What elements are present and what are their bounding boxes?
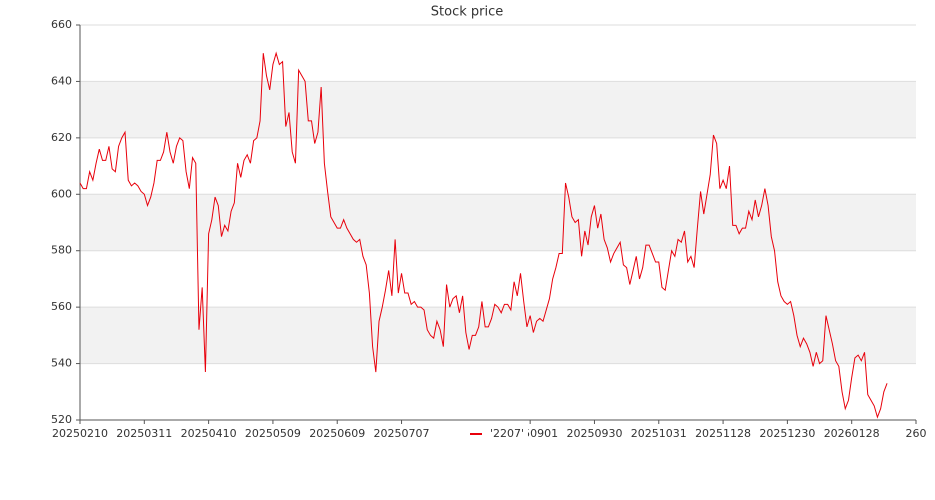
line [79, 51, 888, 419]
y-tick-label: 640 [51, 74, 72, 87]
legend-label: '2207' [490, 427, 524, 440]
x-tick-label: 20250410 [181, 427, 237, 440]
x-tick-label: 20260128 [824, 427, 880, 440]
y-tick-label: 520 [51, 413, 72, 426]
x-tick-label: 20250311 [116, 427, 172, 440]
chart-title: Stock price [431, 5, 503, 20]
x-tick-label: 20250930 [566, 427, 622, 440]
y-tick-label: 560 [51, 300, 72, 313]
x-tick-label: 20251031 [631, 427, 687, 440]
y-tick-label: 620 [51, 131, 72, 144]
band [80, 307, 916, 364]
x-tick-label: 20250609 [309, 427, 365, 440]
y-tick-label: 540 [51, 357, 72, 370]
legend-box [464, 426, 528, 442]
y-tick-label: 600 [51, 187, 72, 200]
x-tick-label: 20250210 [52, 427, 108, 440]
y-tick-label: 660 [51, 18, 72, 31]
x-tick-label: 260 [906, 427, 927, 440]
x-tick-label: 20251230 [759, 427, 815, 440]
y-tick-label: 580 [51, 244, 72, 257]
band [80, 194, 916, 251]
x-tick-label: 20251128 [695, 427, 751, 440]
band [80, 81, 916, 138]
x-tick-label: 20250707 [374, 427, 430, 440]
x-tick-label: 20250509 [245, 427, 301, 440]
